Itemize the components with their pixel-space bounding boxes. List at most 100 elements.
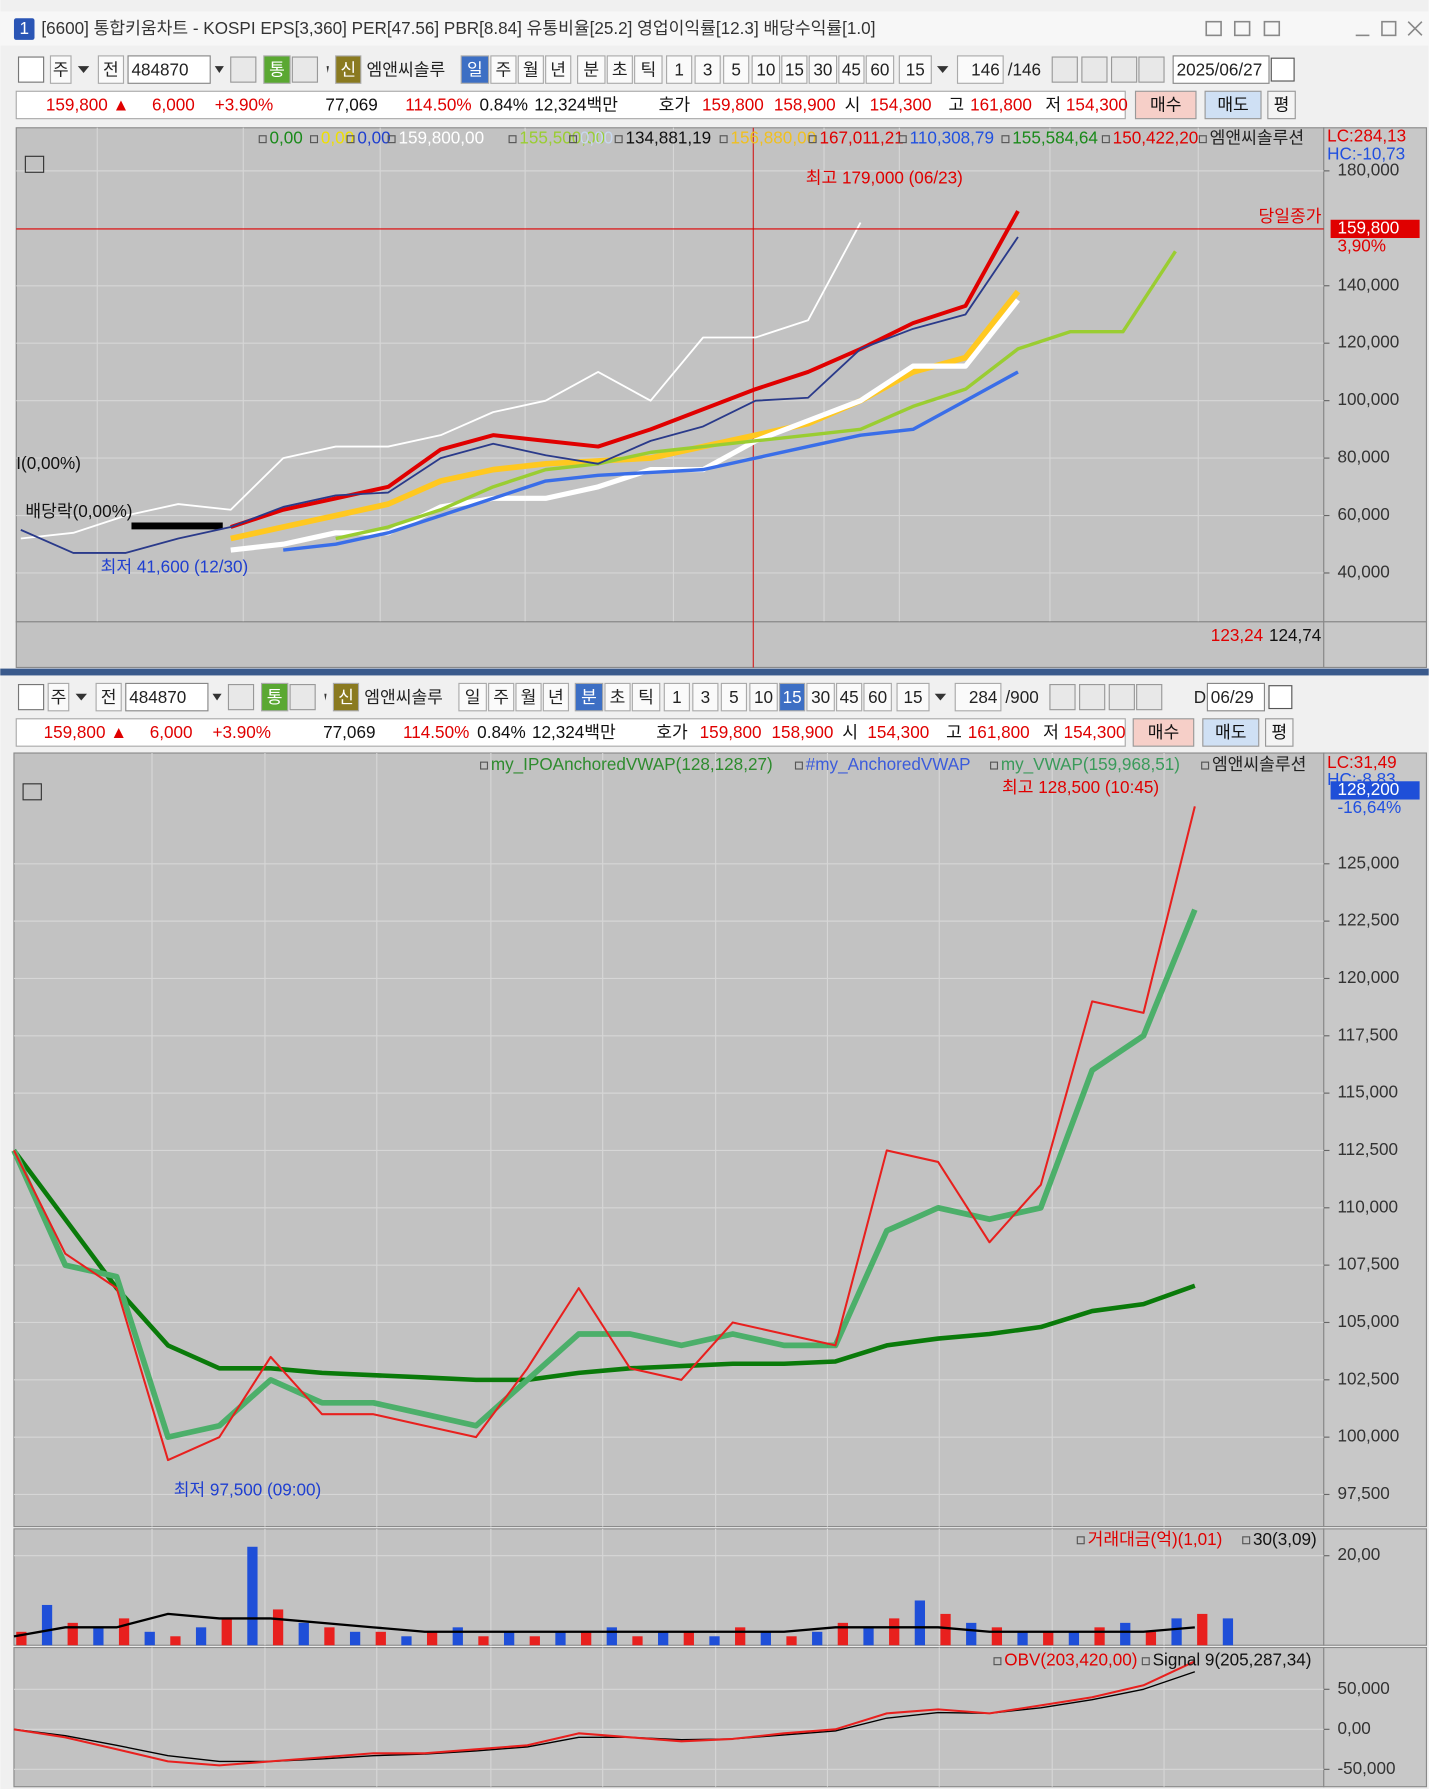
- toolbar-button[interactable]: [863, 682, 892, 712]
- toolbar-icon[interactable]: [291, 56, 319, 83]
- order-button-label[interactable]: 매수: [1148, 723, 1179, 742]
- order-button-label[interactable]: 매도: [1215, 723, 1246, 742]
- toolbar-icon[interactable]: [1049, 683, 1076, 711]
- toolbar-label[interactable]: 신: [340, 60, 356, 79]
- toolbar-label[interactable]: 10: [756, 60, 775, 79]
- toolbar-button[interactable]: [751, 55, 781, 84]
- toolbar-button[interactable]: [692, 682, 719, 712]
- order-button[interactable]: [1204, 90, 1262, 120]
- order-button[interactable]: [1267, 90, 1296, 120]
- toolbar-button[interactable]: [666, 55, 693, 84]
- toolbar-label[interactable]: 15: [783, 688, 802, 707]
- toolbar-label[interactable]: 15: [904, 688, 923, 707]
- toolbar-button[interactable]: [332, 682, 360, 712]
- toolbar-label[interactable]: 초: [610, 688, 626, 707]
- toolbar-button[interactable]: [781, 55, 808, 84]
- toolbar-label[interactable]: 통: [267, 688, 283, 707]
- toolbar-button[interactable]: [954, 682, 1002, 712]
- toolbar-icon[interactable]: [230, 56, 257, 83]
- toolbar-label[interactable]: 10: [754, 688, 773, 707]
- toolbar-button[interactable]: [806, 682, 835, 712]
- toolbar-button[interactable]: [838, 55, 865, 84]
- order-button[interactable]: [1202, 718, 1260, 747]
- toolbar-label[interactable]: 484870: [129, 688, 186, 707]
- order-button[interactable]: [1265, 718, 1294, 747]
- toolbar-button[interactable]: [125, 682, 209, 712]
- toolbar-label[interactable]: 엠앤씨솔루: [364, 688, 443, 707]
- toolbar-button[interactable]: [1206, 682, 1266, 712]
- toolbar-label[interactable]: 신: [338, 688, 354, 707]
- toolbar-label[interactable]: 월: [523, 60, 539, 79]
- toolbar-label[interactable]: 년: [548, 688, 564, 707]
- toolbar-button[interactable]: [335, 55, 362, 84]
- toolbar-button[interactable]: [634, 55, 663, 84]
- toolbar-icon[interactable]: [1136, 683, 1163, 711]
- grid-icon[interactable]: [22, 783, 42, 801]
- toolbar-button[interactable]: [515, 682, 542, 712]
- toolbar-button[interactable]: [896, 682, 930, 712]
- toolbar-button[interactable]: [458, 682, 487, 712]
- dropdown-arrow[interactable]: [326, 66, 329, 74]
- close[interactable]: [1407, 21, 1423, 36]
- toolbar-label[interactable]: 분: [583, 60, 599, 79]
- order-button-label[interactable]: 평: [1274, 96, 1290, 115]
- toolbar-label[interactable]: 15: [906, 60, 925, 79]
- toolbar-button[interactable]: [631, 682, 661, 712]
- toolbar-button[interactable]: [1172, 55, 1270, 84]
- toolbar-label[interactable]: 3: [701, 688, 711, 707]
- toolbar-button[interactable]: [720, 682, 748, 712]
- toolbar-label[interactable]: 146: [971, 60, 1000, 79]
- toolbar-label[interactable]: 2025/06/27: [1177, 60, 1263, 79]
- maximize[interactable]: [1381, 20, 1397, 37]
- toolbar-button[interactable]: [898, 55, 932, 84]
- calendar-icon[interactable]: [1268, 685, 1293, 710]
- toolbar-label[interactable]: 5: [731, 60, 741, 79]
- toolbar-label[interactable]: 15: [785, 60, 804, 79]
- toolbar-icon[interactable]: [1079, 683, 1106, 711]
- toolbar-button[interactable]: [836, 682, 863, 712]
- toolbar-label[interactable]: 주: [51, 688, 67, 707]
- toolbar-icon[interactable]: [17, 56, 45, 83]
- toolbar-icon[interactable]: [1108, 683, 1135, 711]
- toolbar-button[interactable]: [95, 682, 122, 712]
- grid-icon[interactable]: [24, 155, 45, 173]
- order-button[interactable]: [1134, 90, 1197, 120]
- toolbar-label[interactable]: 3: [703, 60, 713, 79]
- toolbar-icon[interactable]: [1110, 56, 1138, 83]
- control-icon[interactable]: [1263, 20, 1281, 37]
- toolbar-label[interactable]: 30: [813, 60, 832, 79]
- dropdown-arrow[interactable]: [75, 693, 87, 701]
- toolbar-label[interactable]: /900: [1005, 688, 1038, 707]
- toolbar-label[interactable]: 45: [840, 688, 859, 707]
- toolbar-button[interactable]: [749, 682, 778, 712]
- dropdown-arrow[interactable]: [212, 693, 222, 701]
- toolbar-button[interactable]: [488, 682, 515, 712]
- toolbar-button[interactable]: [694, 55, 721, 84]
- toolbar-icon[interactable]: [1081, 56, 1108, 83]
- toolbar-label[interactable]: 전: [101, 688, 117, 707]
- toolbar-button[interactable]: [865, 55, 895, 84]
- toolbar-button[interactable]: [577, 55, 606, 84]
- toolbar-label[interactable]: 일: [467, 60, 483, 79]
- toolbar-label[interactable]: 484870: [131, 60, 188, 79]
- toolbar-label[interactable]: 틱: [638, 688, 654, 707]
- order-button[interactable]: [1132, 718, 1195, 747]
- dropdown-arrow[interactable]: [214, 66, 224, 74]
- toolbar-button[interactable]: [778, 682, 806, 712]
- toolbar-label[interactable]: 틱: [640, 60, 656, 79]
- toolbar-label[interactable]: 월: [521, 688, 537, 707]
- toolbar-button[interactable]: [49, 55, 72, 84]
- toolbar-button[interactable]: [574, 682, 604, 712]
- toolbar-label[interactable]: 전: [103, 60, 119, 79]
- toolbar-label[interactable]: 일: [465, 688, 481, 707]
- toolbar-label[interactable]: 284: [969, 688, 998, 707]
- toolbar-label[interactable]: 30: [811, 688, 830, 707]
- dropdown-arrow[interactable]: [77, 66, 90, 74]
- toolbar-button[interactable]: [956, 55, 1004, 84]
- toolbar-label[interactable]: 엠앤씨솔루: [367, 60, 446, 79]
- order-button-label[interactable]: 매수: [1150, 96, 1181, 115]
- toolbar-button[interactable]: [604, 682, 631, 712]
- toolbar-label[interactable]: 1: [674, 60, 684, 79]
- calendar-icon[interactable]: [1270, 57, 1295, 82]
- dropdown-arrow[interactable]: [936, 66, 949, 74]
